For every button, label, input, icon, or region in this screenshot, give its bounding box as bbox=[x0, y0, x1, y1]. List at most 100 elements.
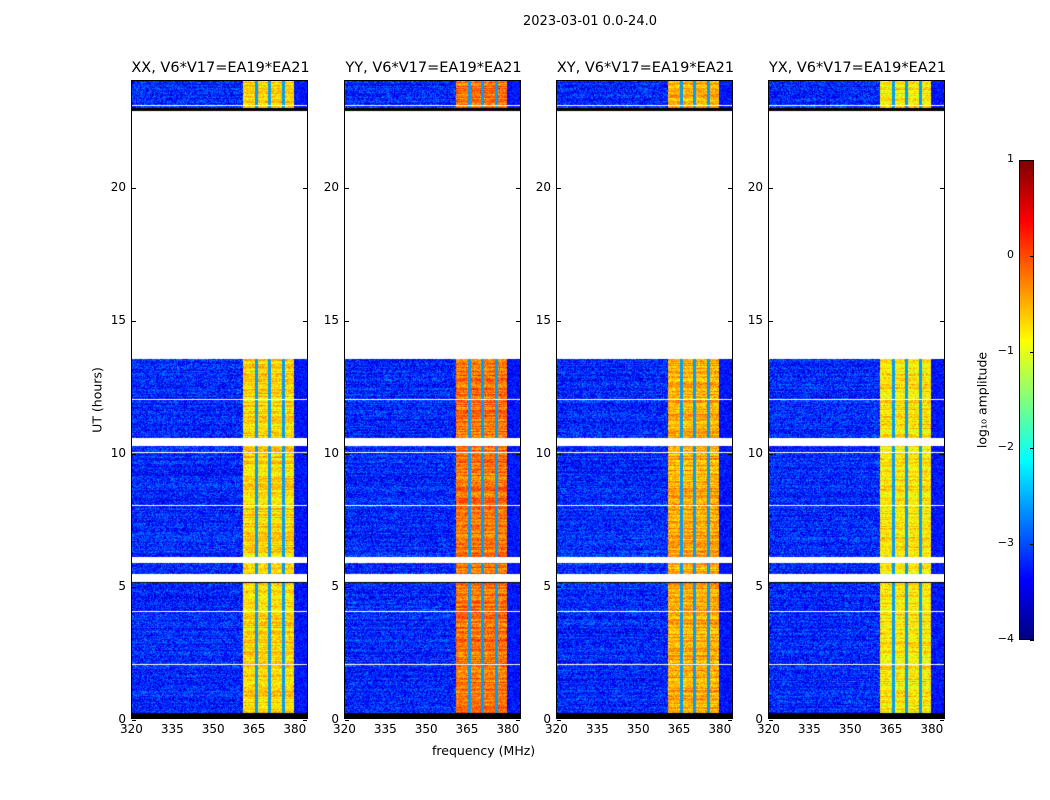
x-tick-label: 380 bbox=[920, 722, 944, 736]
x-tick bbox=[508, 714, 510, 718]
x-tick-label: 380 bbox=[496, 722, 520, 736]
y-tick bbox=[728, 453, 732, 455]
x-tick bbox=[467, 714, 469, 718]
y-tick bbox=[769, 453, 773, 455]
colorbar-tick-label: 0 bbox=[1007, 248, 1014, 261]
x-tick bbox=[932, 714, 934, 718]
colorbar-tick-label: −4 bbox=[997, 632, 1014, 645]
x-tick bbox=[638, 714, 640, 718]
y-tick bbox=[769, 320, 773, 322]
y-tick-label: 10 bbox=[747, 445, 763, 460]
x-tick-label: 350 bbox=[626, 722, 650, 736]
x-tick bbox=[385, 714, 387, 718]
y-tick-label: 0 bbox=[118, 712, 126, 726]
y-tick-label: 0 bbox=[543, 712, 551, 726]
y-tick bbox=[132, 586, 136, 588]
y-tick bbox=[940, 720, 944, 721]
x-tick-label: 320 bbox=[545, 722, 568, 736]
figure-title: 2023-03-01 0.0-24.0 bbox=[523, 14, 657, 29]
y-tick-label: 0 bbox=[331, 712, 339, 726]
x-tick bbox=[132, 714, 133, 718]
colorbar-tick-label: −1 bbox=[997, 344, 1014, 357]
colorbar-tick bbox=[1030, 256, 1034, 257]
x-tick bbox=[891, 714, 893, 718]
x-tick bbox=[679, 714, 681, 718]
y-tick-label: 15 bbox=[747, 312, 763, 327]
y-tick-label: 20 bbox=[323, 179, 339, 194]
y-tick-label: 15 bbox=[323, 312, 339, 327]
colorbar-tick bbox=[1030, 352, 1034, 353]
y-tick-label: 20 bbox=[110, 179, 126, 194]
x-tick bbox=[345, 714, 346, 718]
y-tick bbox=[345, 720, 349, 721]
x-tick bbox=[809, 714, 811, 718]
y-tick bbox=[516, 586, 520, 588]
panel-title: XY, V6*V17=EA19*EA21 bbox=[556, 60, 735, 76]
y-tick bbox=[345, 586, 349, 588]
x-tick-label: 350 bbox=[414, 722, 438, 736]
panel-title: XX, V6*V17=EA19*EA21 bbox=[131, 60, 310, 76]
y-tick bbox=[132, 453, 136, 455]
y-tick-label: 5 bbox=[331, 578, 339, 593]
panel-title: YY, V6*V17=EA19*EA21 bbox=[345, 60, 522, 76]
y-tick bbox=[728, 187, 732, 189]
x-tick bbox=[213, 714, 215, 718]
waterfall-image bbox=[769, 81, 944, 718]
y-tick bbox=[516, 453, 520, 455]
x-tick bbox=[769, 714, 770, 718]
waterfall-image bbox=[132, 81, 307, 718]
y-tick bbox=[728, 586, 732, 588]
x-tick-label: 320 bbox=[333, 722, 356, 736]
colorbar-tick bbox=[1030, 544, 1034, 545]
x-axis-label: frequency (MHz) bbox=[432, 743, 536, 758]
x-tick-label: 335 bbox=[585, 722, 609, 736]
y-tick bbox=[303, 586, 307, 588]
y-tick-label: 5 bbox=[543, 578, 551, 593]
y-tick bbox=[940, 320, 944, 322]
y-tick bbox=[303, 720, 307, 721]
y-tick bbox=[769, 586, 773, 588]
y-tick bbox=[303, 320, 307, 322]
y-tick bbox=[940, 187, 944, 189]
y-tick bbox=[769, 720, 773, 721]
y-tick bbox=[132, 720, 136, 721]
y-tick bbox=[516, 320, 520, 322]
x-tick-label: 365 bbox=[242, 722, 266, 736]
y-tick-label: 10 bbox=[110, 445, 126, 460]
y-tick bbox=[132, 187, 136, 189]
y-tick bbox=[557, 187, 561, 189]
colorbar-tick bbox=[1030, 448, 1034, 449]
y-tick bbox=[940, 453, 944, 455]
x-tick-label: 365 bbox=[455, 722, 479, 736]
x-tick bbox=[597, 714, 599, 718]
colorbar-tick-label: 1 bbox=[1007, 152, 1014, 165]
x-tick bbox=[720, 714, 722, 718]
heatmap-panel: YY, V6*V17=EA19*EA21 320 335 350 365 380 0 5 10 1… bbox=[324, 60, 522, 736]
x-tick bbox=[426, 714, 428, 718]
y-tick bbox=[303, 187, 307, 189]
y-tick-label: 15 bbox=[535, 312, 551, 327]
colorbar-tick-label: −2 bbox=[997, 440, 1014, 453]
x-tick-label: 365 bbox=[667, 722, 691, 736]
waterfall-image bbox=[345, 81, 520, 718]
y-tick bbox=[345, 320, 349, 322]
y-tick-label: 15 bbox=[110, 312, 126, 327]
x-tick-label: 380 bbox=[283, 722, 307, 736]
y-tick-label: 20 bbox=[747, 179, 763, 194]
y-tick bbox=[769, 187, 773, 189]
x-tick bbox=[295, 714, 297, 718]
y-tick bbox=[728, 320, 732, 322]
y-tick bbox=[132, 320, 136, 322]
y-tick-label: 0 bbox=[755, 712, 763, 726]
x-tick-label: 320 bbox=[120, 722, 143, 736]
y-tick-label: 10 bbox=[323, 445, 339, 460]
y-tick-label: 5 bbox=[755, 578, 763, 593]
y-tick bbox=[345, 187, 349, 189]
x-tick-label: 320 bbox=[757, 722, 780, 736]
y-tick bbox=[557, 720, 561, 721]
x-tick bbox=[557, 714, 558, 718]
colorbar-tick-label: −3 bbox=[997, 536, 1014, 549]
y-tick bbox=[345, 453, 349, 455]
x-tick-label: 380 bbox=[708, 722, 732, 736]
